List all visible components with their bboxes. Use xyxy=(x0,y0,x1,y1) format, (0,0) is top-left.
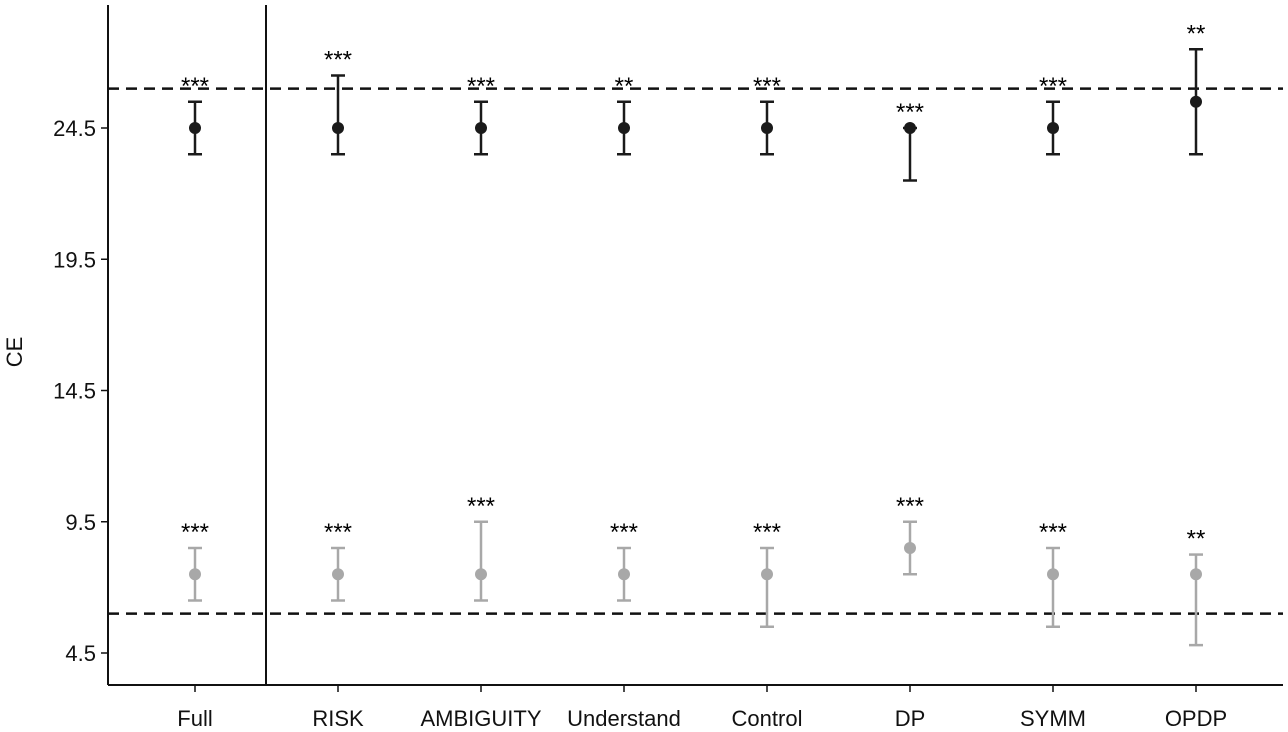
significance-label: *** xyxy=(610,519,638,546)
significance-label: *** xyxy=(467,73,495,100)
data-point xyxy=(332,122,344,134)
y-tick-label: 24.5 xyxy=(53,116,96,141)
x-tick-label: Full xyxy=(177,706,212,731)
axes: 4.5 9.5 14.5 19.5 24.5 Full RISK AMBIGUITY Under… xyxy=(53,5,1283,731)
x-tick-label: Understand xyxy=(567,706,681,731)
significance-label: *** xyxy=(324,47,352,74)
data-point xyxy=(475,122,487,134)
significance-label: *** xyxy=(1039,73,1067,100)
x-tick-label: SYMM xyxy=(1020,706,1086,731)
data-point xyxy=(904,542,916,554)
x-tick-label: RISK xyxy=(312,706,364,731)
data-point xyxy=(189,568,201,581)
series-lower: *** ********* ********* ** xyxy=(181,493,1206,647)
x-tick-label: DP xyxy=(895,706,926,731)
data-point xyxy=(1047,122,1059,134)
y-tick-label: 4.5 xyxy=(65,641,96,666)
y-tick-label: 14.5 xyxy=(53,379,96,404)
significance-label: *** xyxy=(896,493,924,520)
data-point xyxy=(475,568,487,581)
data-marks: ********* ** ************** ********* ******… xyxy=(181,20,1206,647)
x-tick-label: AMBIGUITY xyxy=(420,706,541,731)
data-point xyxy=(1190,95,1202,108)
x-tick-label: OPDP xyxy=(1165,706,1227,731)
significance-label: ** xyxy=(1187,526,1206,553)
data-point xyxy=(332,568,344,581)
significance-label: *** xyxy=(896,99,924,126)
significance-label: *** xyxy=(324,519,352,546)
reference-lines xyxy=(108,87,1283,615)
data-point xyxy=(618,122,630,134)
significance-label: *** xyxy=(753,73,781,100)
data-point xyxy=(761,568,773,581)
y-tick-label: 19.5 xyxy=(53,247,96,272)
significance-label: *** xyxy=(1039,519,1067,546)
significance-label: *** xyxy=(181,73,209,100)
series-upper: ********* ** *********** xyxy=(181,20,1206,182)
y-tick-label: 9.5 xyxy=(65,510,96,535)
data-point xyxy=(618,568,630,581)
significance-label: *** xyxy=(753,519,781,546)
significance-label: ** xyxy=(1187,20,1206,47)
x-tick-label: Control xyxy=(732,706,803,731)
data-point xyxy=(904,122,916,134)
data-point xyxy=(1047,568,1059,581)
data-point xyxy=(189,122,201,134)
data-point xyxy=(761,122,773,134)
significance-label: *** xyxy=(181,519,209,546)
data-point xyxy=(1190,568,1202,581)
significance-label: ** xyxy=(615,73,634,100)
significance-label: *** xyxy=(467,493,495,520)
y-axis-label: CE xyxy=(2,337,27,368)
